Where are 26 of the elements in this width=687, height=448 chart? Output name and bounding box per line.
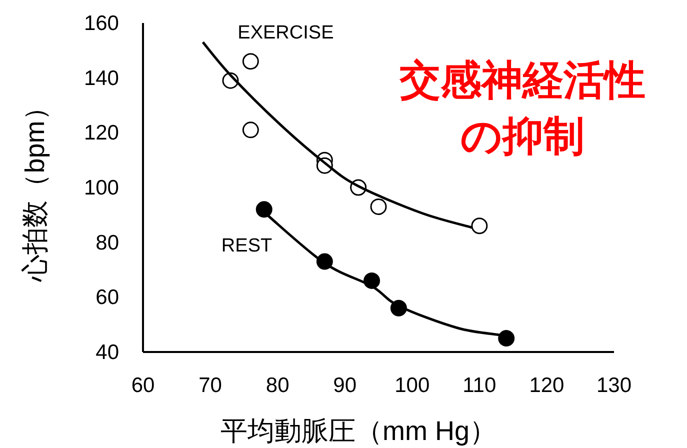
point xyxy=(242,122,259,138)
y-tick-label: 140 xyxy=(84,66,119,90)
y-tick-label: 100 xyxy=(84,176,119,200)
series-label: REST xyxy=(221,235,272,256)
x-tick-label: 110 xyxy=(462,374,496,397)
y-axis-title: 心拍数（bpm） xyxy=(20,94,50,282)
y-tick-label: 160 xyxy=(84,12,119,35)
y-tick-label: 40 xyxy=(96,341,119,364)
point xyxy=(370,198,387,215)
y-tick-label: 80 xyxy=(96,231,119,254)
x-tick-label: 130 xyxy=(596,374,632,397)
point xyxy=(256,201,272,218)
point xyxy=(242,53,259,70)
y-tick-label: 60 xyxy=(96,286,119,310)
x-tick-label: 80 xyxy=(266,374,290,397)
x-tick-label: 90 xyxy=(333,374,357,397)
x-tick-label: 60 xyxy=(131,374,155,397)
point xyxy=(471,218,488,234)
x-tick-label: 120 xyxy=(529,374,564,397)
x-tick-label: 100 xyxy=(394,374,430,397)
y-tick-label: 120 xyxy=(84,122,119,145)
point xyxy=(498,330,515,347)
x-axis-title: 平均動脈圧（mm Hg） xyxy=(220,416,496,446)
annotation: 交感神経活性の抑制 xyxy=(398,56,646,161)
x-tick-label: 70 xyxy=(198,374,222,397)
series-label: EXERCISE xyxy=(238,22,334,44)
